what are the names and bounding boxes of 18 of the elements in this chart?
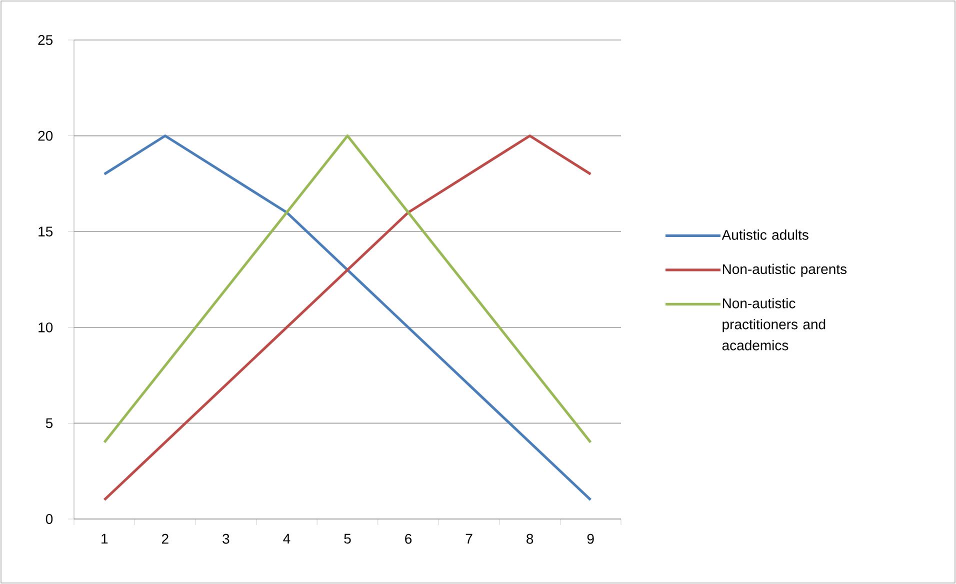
x-tick-label: 3 — [222, 534, 230, 544]
x-tick-label: 7 — [466, 534, 472, 544]
x-tick-label: 9 — [587, 534, 594, 544]
y-tick-label: 25 — [38, 35, 53, 45]
legend-label: Autistic adults — [722, 230, 808, 240]
y-tick-label: 10 — [38, 322, 53, 332]
y-tick-label: 5 — [46, 418, 53, 428]
x-tick-label: 8 — [526, 534, 534, 544]
y-tick-label: 0 — [46, 514, 53, 524]
x-tick-label: 5 — [344, 534, 351, 544]
x-tick-label: 4 — [283, 534, 290, 544]
y-tick-label: 20 — [38, 130, 53, 141]
x-tick-label: 6 — [405, 534, 412, 544]
legend-label: Non-autistic parents — [722, 264, 847, 277]
legend-label: Non-autistic practitioners and academics — [722, 298, 826, 350]
x-tick-label: 2 — [162, 534, 168, 544]
x-tick-label: 1 — [102, 534, 108, 544]
y-tick-label: 15 — [38, 226, 53, 236]
